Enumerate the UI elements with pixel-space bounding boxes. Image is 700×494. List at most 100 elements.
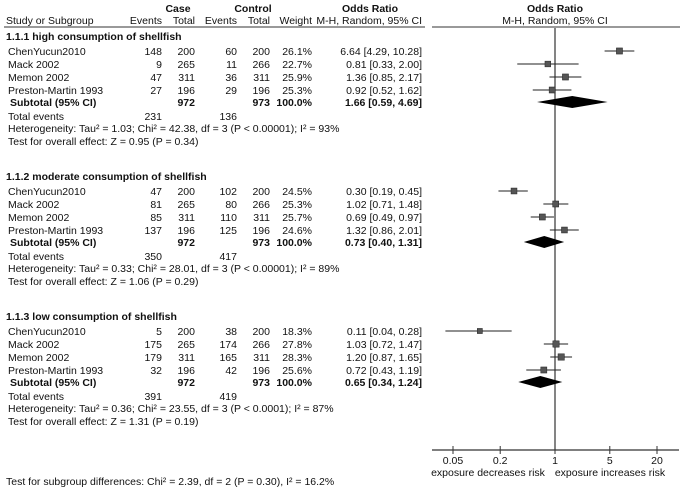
- total-events-control: 417: [219, 251, 237, 263]
- axis-right-label: exposure increases risk: [555, 467, 666, 479]
- case-events: 85: [150, 212, 162, 224]
- study-name: Preston-Martin 1993: [8, 365, 103, 377]
- case-events: 137: [144, 225, 162, 237]
- subtotal-case-total: 972: [177, 237, 195, 249]
- control-events: 60: [225, 46, 237, 58]
- subgroup-title: 1.1.2 moderate consumption of shellfish: [6, 171, 207, 183]
- control-events: 125: [219, 225, 237, 237]
- control-total: 266: [252, 59, 270, 71]
- case-total: 311: [178, 72, 195, 84]
- total-events-label: Total events: [8, 111, 64, 123]
- subtotal-odds-ratio-text: 0.73 [0.40, 1.31]: [345, 237, 422, 249]
- study-name: Memon 2002: [8, 72, 69, 84]
- point-estimate-square: [540, 366, 548, 374]
- odds-ratio-text: 1.32 [0.86, 2.01]: [346, 225, 422, 237]
- point-estimate-square: [616, 47, 623, 55]
- study-name: Memon 2002: [8, 212, 69, 224]
- study-name: Preston-Martin 1993: [8, 85, 103, 97]
- point-estimate-square: [544, 60, 551, 68]
- total-events-control: 419: [219, 391, 237, 403]
- weight: 28.3%: [282, 352, 312, 364]
- overall-effect-text: Test for overall effect: Z = 0.95 (P = 0…: [8, 136, 198, 148]
- x-tick-label: 5: [607, 455, 613, 467]
- study-name: Preston-Martin 1993: [8, 225, 103, 237]
- subtotal-control-total: 973: [252, 377, 270, 389]
- subtotal-diamond: [518, 376, 563, 388]
- control-events: 11: [226, 59, 237, 71]
- subgroup-title: 1.1.1 high consumption of shellfish: [6, 31, 182, 43]
- control-events: 174: [219, 339, 237, 351]
- axis-left-label: exposure decreases risk: [431, 467, 546, 479]
- weight: 24.6%: [282, 225, 312, 237]
- study-name: ChenYucun2010: [8, 326, 86, 338]
- subtotal-case-total: 972: [177, 377, 195, 389]
- control-total: 196: [252, 85, 270, 97]
- weight: 25.3%: [282, 199, 312, 211]
- odds-ratio-text: 6.64 [4.29, 10.28]: [340, 46, 422, 58]
- control-total: 311: [253, 212, 270, 224]
- overall-effect-text: Test for overall effect: Z = 1.31 (P = 0…: [8, 416, 198, 428]
- header-weight: Weight: [280, 15, 313, 27]
- control-events: 42: [225, 365, 237, 377]
- control-total: 311: [253, 352, 270, 364]
- odds-ratio-text: 0.30 [0.19, 0.45]: [346, 186, 422, 198]
- odds-ratio-text: 0.72 [0.43, 1.19]: [346, 365, 422, 377]
- control-events: 165: [219, 352, 237, 364]
- header-odds-ratio: Odds Ratio: [342, 3, 398, 15]
- subtotal-weight: 100.0%: [276, 97, 312, 109]
- case-events: 47: [150, 72, 162, 84]
- odds-ratio-text: 0.11 [0.04, 0.28]: [347, 326, 422, 338]
- point-estimate-square: [552, 200, 559, 208]
- control-total: 200: [252, 186, 270, 198]
- subtotal-odds-ratio-text: 0.65 [0.34, 1.24]: [345, 377, 422, 389]
- header-method: M-H, Random, 95% CI: [316, 15, 422, 27]
- case-events: 179: [144, 352, 162, 364]
- header-case-events: Events: [130, 15, 162, 27]
- point-estimate-square: [552, 340, 560, 348]
- point-estimate-square: [539, 213, 546, 221]
- control-total: 266: [252, 199, 270, 211]
- case-total: 196: [177, 225, 195, 237]
- weight: 25.9%: [282, 72, 312, 84]
- subtotal-diamond: [537, 96, 608, 108]
- case-total: 200: [177, 46, 195, 58]
- x-tick-label: 0.05: [443, 455, 464, 467]
- study-name: Mack 2002: [8, 59, 60, 71]
- total-events-case: 391: [144, 391, 162, 403]
- control-total: 266: [252, 339, 270, 351]
- odds-ratio-text: 1.20 [0.87, 1.65]: [346, 352, 422, 364]
- control-events: 110: [220, 212, 237, 224]
- case-events: 175: [144, 339, 162, 351]
- odds-ratio-text: 0.92 [0.52, 1.62]: [346, 85, 422, 97]
- overall-effect-text: Test for overall effect: Z = 1.06 (P = 0…: [8, 276, 198, 288]
- control-events: 29: [225, 85, 237, 97]
- subtotal-case-total: 972: [177, 97, 195, 109]
- subtotal-odds-ratio-text: 1.66 [0.59, 4.69]: [345, 97, 422, 109]
- point-estimate-square: [562, 73, 569, 81]
- point-estimate-square: [510, 187, 518, 195]
- x-tick-label: 1: [552, 455, 558, 467]
- subtotal-diamond: [523, 236, 565, 248]
- study-name: ChenYucun2010: [8, 46, 86, 58]
- heterogeneity-text: Heterogeneity: Tau² = 0.33; Chi² = 28.01…: [8, 263, 339, 275]
- header-control-total: Total: [248, 15, 270, 27]
- subtotal-label: Subtotal (95% CI): [10, 377, 96, 389]
- control-events: 80: [225, 199, 237, 211]
- subtotal-weight: 100.0%: [276, 377, 312, 389]
- case-events: 148: [144, 46, 162, 58]
- total-events-case: 350: [144, 251, 162, 263]
- heterogeneity-text: Heterogeneity: Tau² = 0.36; Chi² = 23.55…: [8, 403, 334, 415]
- case-events: 81: [150, 199, 162, 211]
- case-total: 196: [177, 365, 195, 377]
- case-total: 311: [178, 212, 195, 224]
- control-total: 196: [252, 225, 270, 237]
- subtotal-label: Subtotal (95% CI): [10, 97, 96, 109]
- study-name: Memon 2002: [8, 352, 69, 364]
- point-estimate-square: [548, 86, 556, 94]
- case-total: 200: [177, 186, 195, 198]
- case-total: 265: [177, 59, 195, 71]
- header-control-events: Events: [205, 15, 237, 27]
- control-events: 102: [219, 186, 237, 198]
- subgroup-title: 1.1.3 low consumption of shellfish: [6, 311, 177, 323]
- header-study: Study or Subgroup: [6, 15, 94, 27]
